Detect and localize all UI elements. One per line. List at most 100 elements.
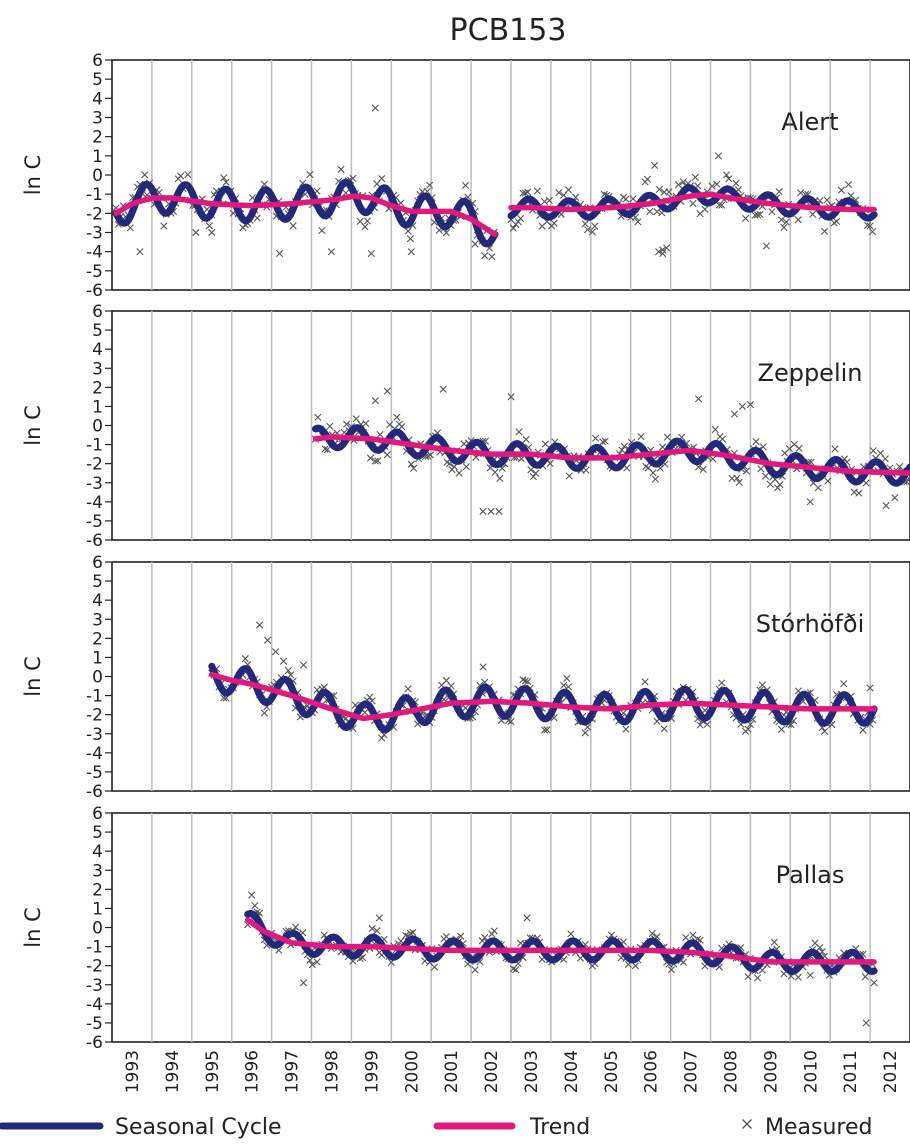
- y-tick-label: 6: [92, 553, 103, 573]
- measured-point: [620, 442, 628, 450]
- measured-point: [667, 966, 675, 974]
- measured-point: [770, 938, 778, 946]
- seasonal-cycle-line: [208, 662, 878, 734]
- measured-point: [426, 181, 434, 189]
- measured-point: [682, 934, 690, 942]
- plot-area: [311, 385, 910, 515]
- measured-point: [761, 472, 770, 480]
- measured-point: [220, 174, 228, 182]
- y-tick-label: -3: [86, 474, 103, 494]
- measured-outlier: [299, 661, 308, 669]
- trend-line: [508, 191, 877, 213]
- measured-point: [699, 465, 707, 474]
- measured-point: [241, 655, 249, 663]
- measured-point: [679, 958, 687, 966]
- measured-point: [251, 902, 259, 910]
- measured-outlier: [407, 248, 415, 256]
- y-tick-label: 0: [92, 166, 103, 186]
- y-tick-label: -4: [86, 995, 103, 1015]
- y-axis-label: ln C: [21, 405, 45, 445]
- measured-point: [567, 930, 575, 938]
- measured-outlier: [279, 657, 288, 665]
- measured-point: [521, 189, 529, 197]
- measured-point: [287, 671, 295, 679]
- measured-point: [516, 214, 525, 223]
- measured-point: [757, 465, 765, 473]
- measured-point: [321, 445, 329, 453]
- measured-outlier: [651, 161, 659, 170]
- measured-point: [205, 222, 213, 230]
- measured-point: [622, 725, 630, 733]
- measured-point: [733, 474, 741, 482]
- measured-point: [253, 214, 261, 222]
- measured-outlier: [471, 240, 479, 248]
- measured-point: [543, 726, 551, 734]
- measured-outlier: [208, 228, 216, 237]
- y-tick-label: -1: [86, 436, 103, 456]
- measured-point: [442, 676, 450, 684]
- measured-point: [491, 468, 499, 476]
- measured-point: [896, 462, 904, 471]
- y-tick-label: 4: [92, 591, 103, 611]
- measured-outlier: [806, 498, 814, 506]
- y-tick-label: 0: [92, 668, 103, 688]
- measured-outlier: [746, 400, 754, 409]
- measured-point: [481, 933, 489, 942]
- measured-point: [709, 455, 717, 463]
- measured-point: [507, 717, 515, 726]
- measured-point: [744, 973, 752, 981]
- measured-point: [565, 472, 573, 480]
- measured-outlier: [367, 249, 375, 258]
- measured-point: [383, 451, 391, 459]
- measured-point: [363, 217, 371, 225]
- measured-outlier: [383, 387, 391, 395]
- measured-outlier: [738, 402, 747, 411]
- measured-outlier: [264, 636, 272, 644]
- measured-point: [691, 173, 699, 181]
- measured-point: [524, 677, 532, 686]
- measured-point: [524, 188, 532, 196]
- y-tick-label: -2: [86, 706, 103, 726]
- measured-point: [509, 224, 517, 232]
- measured-point: [641, 678, 649, 686]
- measured-point: [753, 974, 762, 982]
- measured-outlier: [192, 228, 200, 237]
- x-tick-label: 1996: [243, 1050, 263, 1093]
- measured-point: [725, 175, 733, 183]
- measured-point: [876, 449, 885, 457]
- measured-outlier: [714, 152, 723, 160]
- measured-point: [455, 469, 463, 477]
- y-tick-label: -3: [86, 224, 103, 244]
- measured-point: [837, 186, 845, 194]
- measured-point: [768, 208, 776, 216]
- measured-point: [406, 929, 415, 937]
- measured-point: [362, 419, 370, 428]
- measured-point: [864, 221, 872, 230]
- y-tick-label: 5: [92, 572, 103, 592]
- measured-point: [689, 199, 697, 208]
- measured-outlier: [694, 395, 703, 403]
- measured-point: [366, 693, 374, 701]
- measured-point: [409, 928, 417, 937]
- measured-point: [866, 222, 874, 230]
- measured-point: [442, 229, 450, 237]
- trend-line: [113, 193, 498, 238]
- measured-point: [488, 253, 496, 261]
- x-tick-label: 2008: [721, 1050, 741, 1093]
- measured-point: [809, 210, 817, 218]
- measured-point: [718, 201, 726, 209]
- measured-point: [759, 443, 767, 451]
- measured-point: [660, 725, 668, 733]
- measured-point: [515, 428, 523, 436]
- measured-point: [718, 435, 727, 443]
- measured-point: [323, 445, 332, 454]
- measured-outlier: [479, 663, 487, 671]
- measured-outlier: [299, 979, 308, 987]
- measured-point: [711, 425, 719, 434]
- y-tick-label: -1: [86, 185, 103, 205]
- measured-point: [141, 171, 149, 179]
- legend-label: Trend: [529, 1115, 590, 1140]
